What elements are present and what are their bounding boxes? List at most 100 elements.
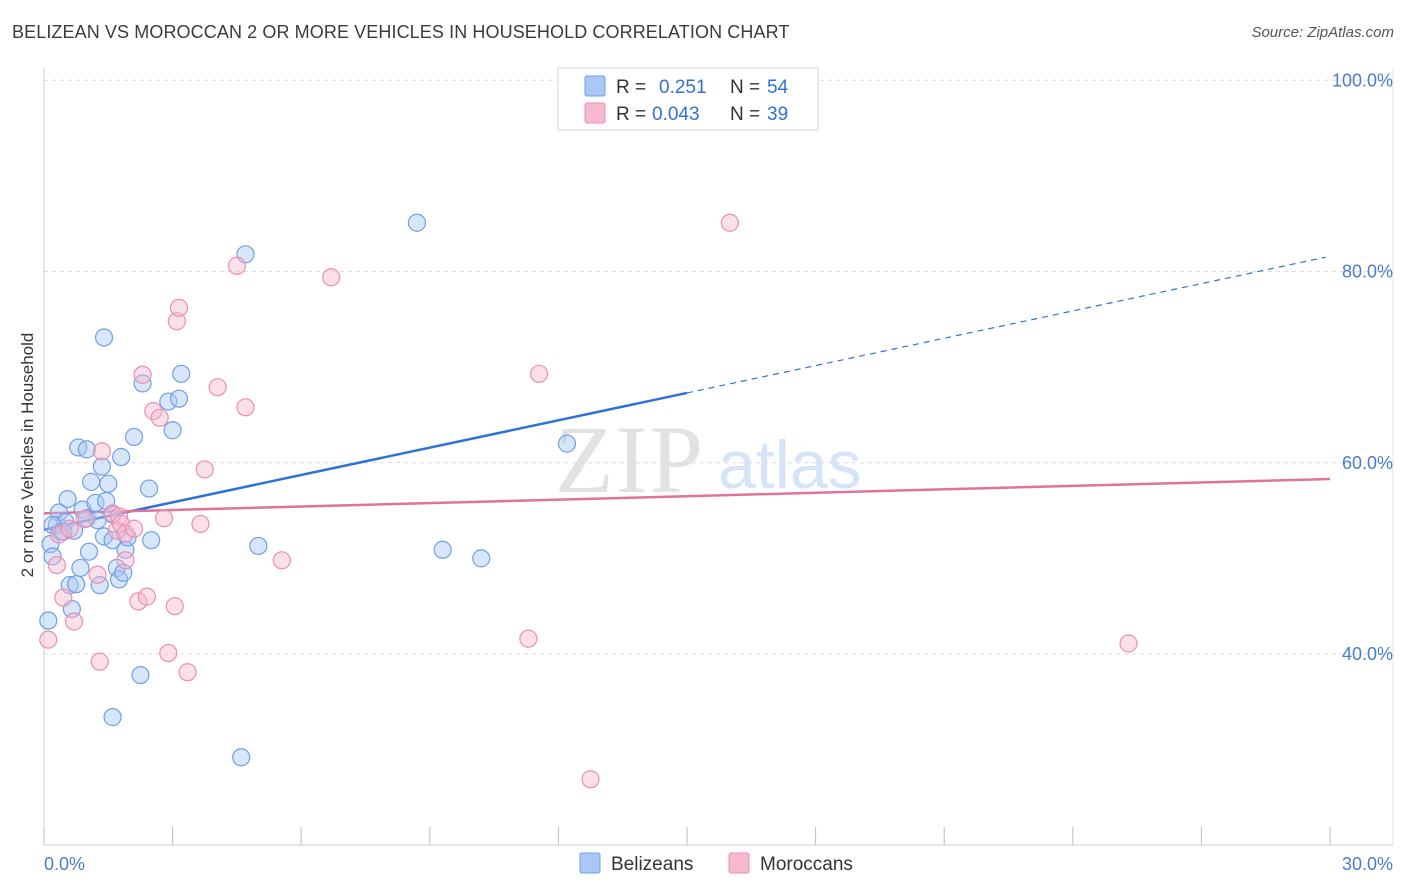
y-axis-label: 2 or more Vehicles in Household [18,333,37,578]
data-point-moroccans [150,408,169,427]
trendline-moroccans [43,477,1331,515]
legend-swatch-belizeans [584,75,606,97]
legend-n-value-belizeans: 54 [767,77,789,98]
y-tick-label: 80.0% [1342,262,1393,282]
data-point-moroccans [49,525,69,544]
data-point-moroccans [133,365,152,384]
data-points [39,213,1138,789]
data-point-moroccans [54,588,73,607]
data-point-moroccans [167,312,186,331]
data-point-belizeans [39,611,58,630]
data-point-belizeans [112,447,131,467]
gridlines [44,79,1393,655]
data-point-belizeans [139,479,159,498]
data-point-moroccans [144,402,163,421]
data-point-belizeans [94,328,114,347]
legend-n-value-moroccans: 39 [767,104,788,125]
legend-r-label-belizeans: R = [616,77,646,98]
data-point-belizeans [124,427,144,447]
data-point-moroccans [227,256,246,275]
data-point-moroccans [530,364,549,383]
data-point-belizeans [71,558,90,578]
chart-title: BELIZEAN VS MOROCCAN 2 OR MORE VEHICLES … [12,22,790,42]
data-point-belizeans [58,489,77,509]
data-point-moroccans [64,612,84,631]
data-point-moroccans [60,519,79,538]
data-point-moroccans [39,630,58,649]
data-point-belizeans [159,392,178,411]
trendline-belizeans [43,391,688,531]
data-point-belizeans [79,542,99,561]
data-point-belizeans [99,474,118,493]
data-point-moroccans [159,643,178,663]
x-tick-label-max: 30.0% [1342,854,1393,874]
data-point-moroccans [165,597,184,616]
data-point-moroccans [236,398,255,417]
data-point-moroccans [137,587,156,606]
x-tick-label-min: 0.0% [44,854,85,874]
watermark-atlas: atlas [718,427,862,503]
data-point-moroccans [272,551,292,570]
data-point-belizeans [232,748,251,767]
data-point-moroccans [124,519,144,538]
data-point-moroccans [208,378,227,397]
data-point-moroccans [191,514,210,534]
watermark-zip: ZIP [555,406,705,513]
bottom-legend-label-moroccans: Moroccans [760,854,853,875]
data-point-belizeans [169,389,189,408]
bottom-legend-swatch-belizeans [579,852,601,874]
data-point-moroccans [178,663,197,682]
data-point-moroccans [581,770,600,789]
trendlines [43,256,1331,531]
watermark: ZIP atlas [555,406,862,513]
data-point-moroccans [47,555,66,575]
y-tick-label: 100.0% [1332,70,1393,90]
data-point-belizeans [92,457,111,476]
data-point-moroccans [116,524,135,543]
y-tick-label: 60.0% [1342,453,1393,473]
data-point-moroccans [154,509,174,528]
data-point-belizeans [163,421,182,440]
legend: R = 0.251 N = 54 R = 0.043 N = 39 [557,67,819,131]
data-point-belizeans [249,536,268,556]
data-point-moroccans [88,565,107,584]
data-point-belizeans [103,708,122,727]
data-point-moroccans [322,268,341,287]
legend-r-value-moroccans: 0.043 [652,104,700,125]
bottom-legend: Belizeans Moroccans [579,852,853,875]
data-point-belizeans [43,547,62,566]
legend-n-label-belizeans: N = [730,77,760,98]
data-point-belizeans [67,575,86,594]
legend-r-label-moroccans: R = [616,104,646,125]
data-point-belizeans [77,440,96,459]
data-point-belizeans [472,549,491,568]
y-tick-label: 40.0% [1342,644,1393,664]
data-point-belizeans [172,364,191,383]
data-point-moroccans [90,652,109,671]
legend-r-value-belizeans: 0.251 [659,77,707,98]
data-point-moroccans [169,298,189,317]
data-point-belizeans [557,434,577,453]
data-point-belizeans [142,531,161,550]
bottom-legend-label-belizeans: Belizeans [611,854,693,875]
data-point-belizeans [82,472,101,491]
trendline-extension-belizeans [686,256,1326,394]
legend-swatch-moroccans [584,102,606,124]
legend-n-label-moroccans: N = [730,104,760,125]
data-point-moroccans [116,551,135,570]
data-point-belizeans [43,515,62,535]
data-point-moroccans [195,460,214,479]
data-point-moroccans [75,510,94,529]
data-point-moroccans [1119,634,1138,653]
data-point-moroccans [129,592,148,611]
axes: 40.0% 60.0% 80.0% 100.0% [43,68,1394,846]
data-point-belizeans [433,540,452,559]
data-point-moroccans [720,213,739,232]
bottom-legend-swatch-moroccans [728,852,750,874]
data-point-moroccans [519,629,538,648]
data-point-belizeans [131,665,150,685]
data-point-moroccans [92,442,111,461]
source-label: Source: ZipAtlas.com [1251,24,1394,41]
data-point-belizeans [407,213,427,232]
